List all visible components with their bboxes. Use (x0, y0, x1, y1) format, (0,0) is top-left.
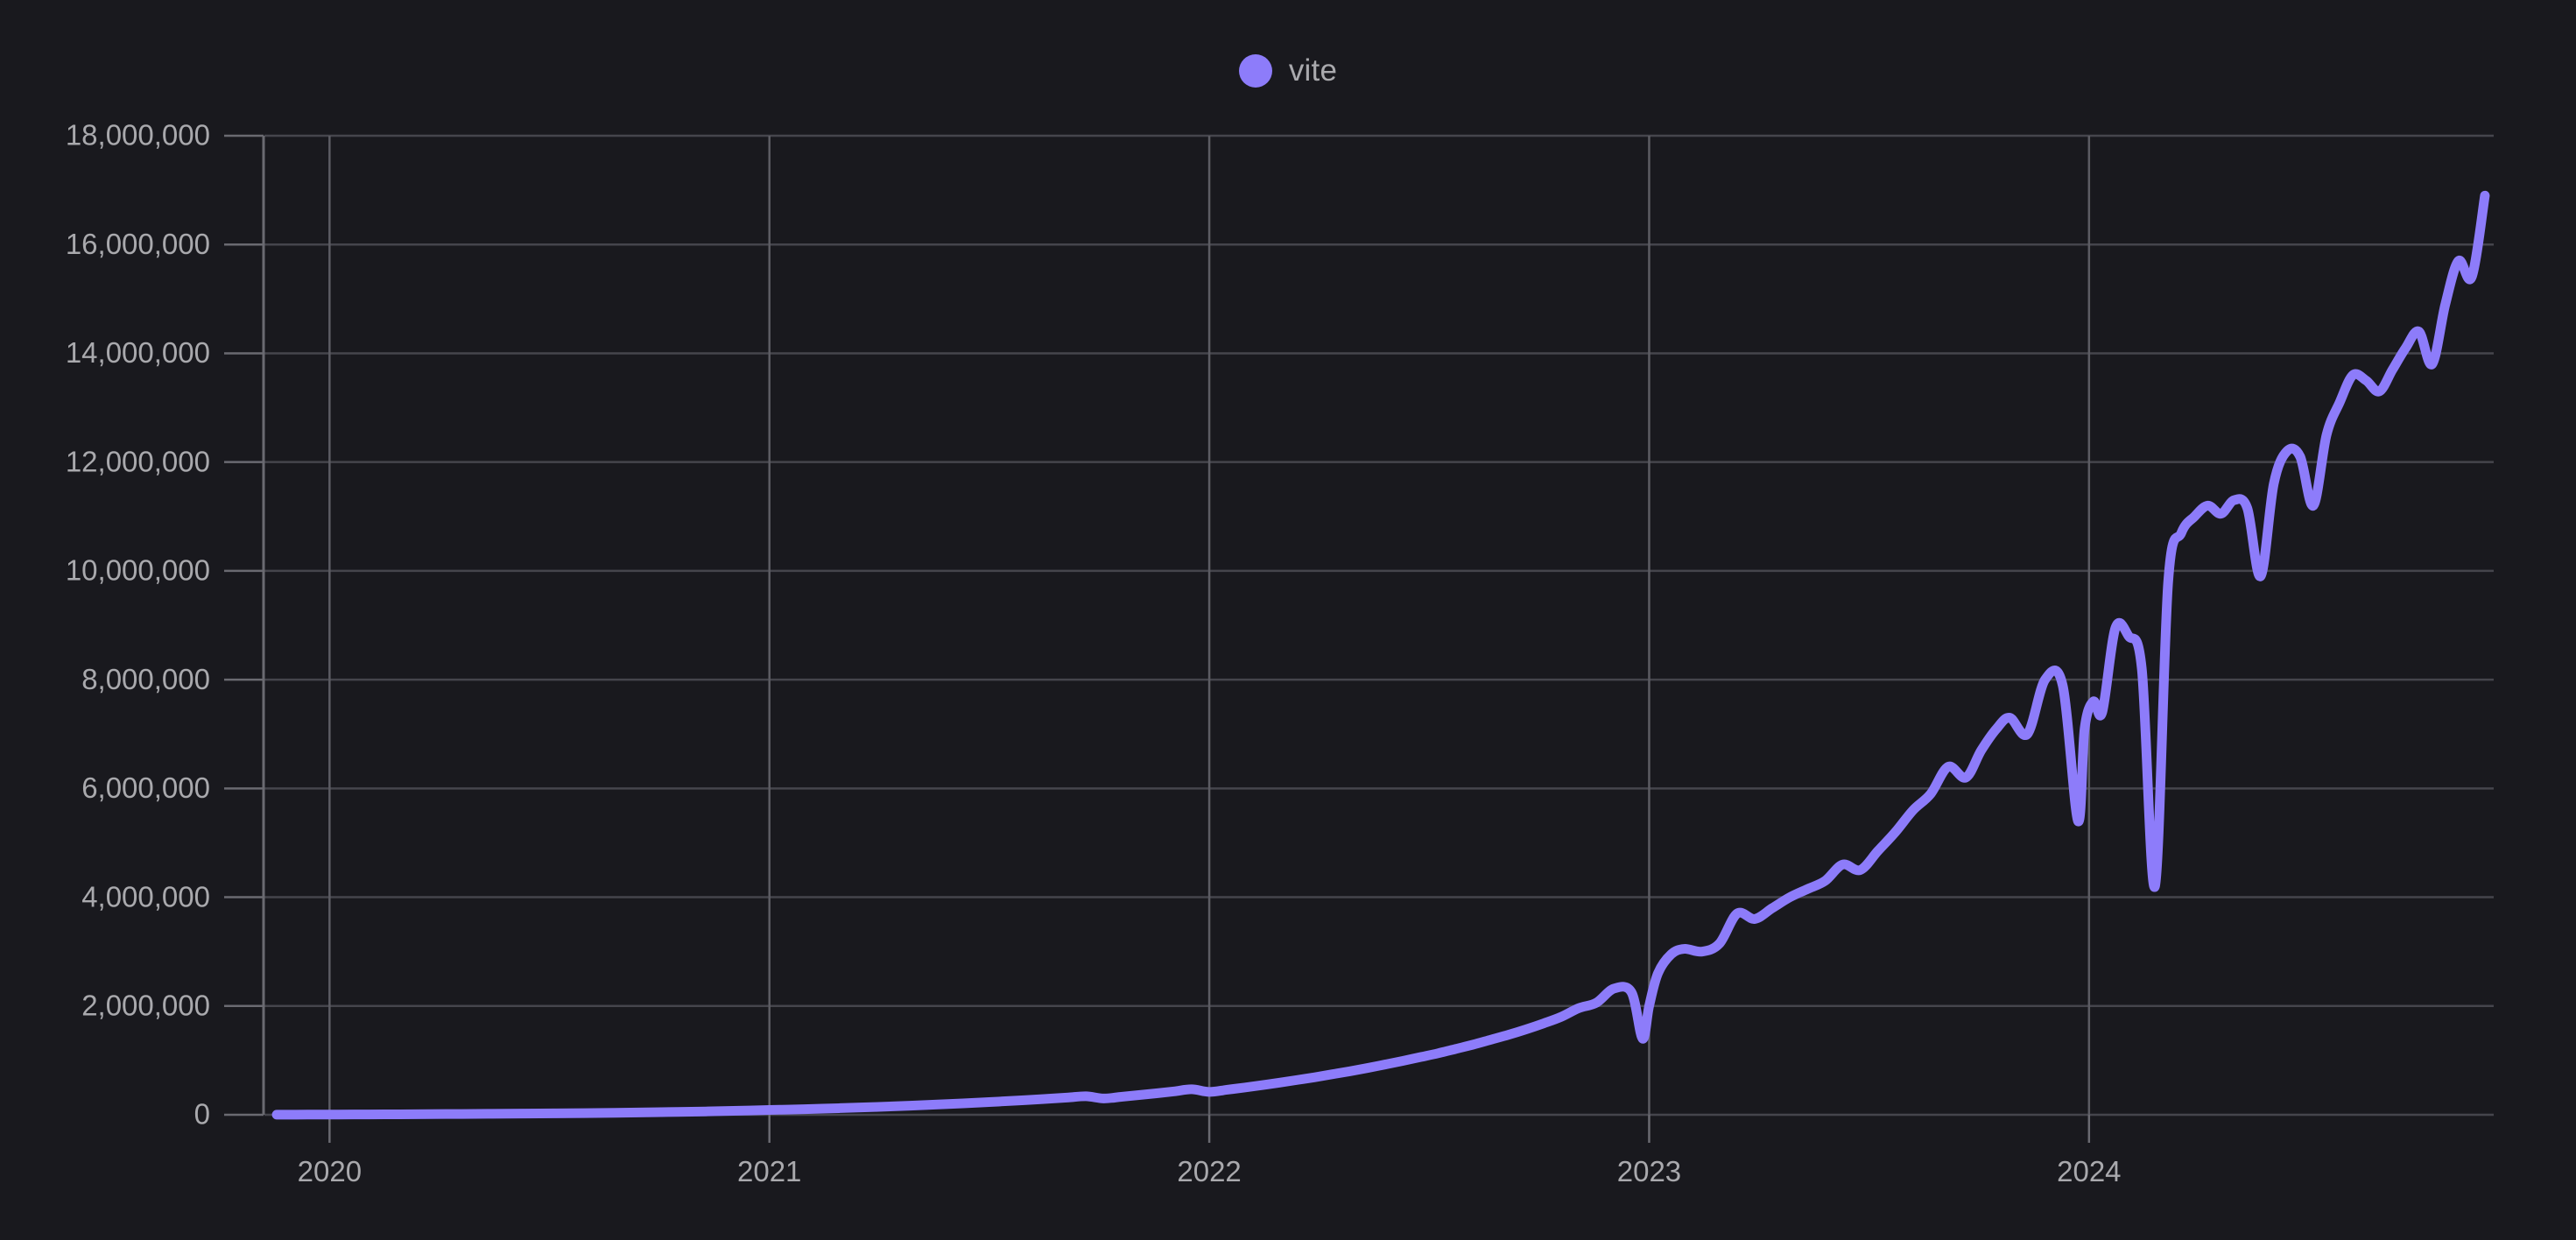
y-axis-tick-label: 4,000,000 (81, 880, 210, 912)
vertical-gridlines (328, 136, 2091, 1115)
legend-item-vite[interactable]: vite (1238, 53, 1338, 88)
x-axis-tick-label: 2024 (2057, 1155, 2121, 1187)
legend-marker-icon (1238, 54, 1272, 88)
x-axis-tick-label: 2020 (298, 1155, 362, 1187)
y-axis-tick-label: 0 (194, 1098, 210, 1131)
x-axis-tick-label: 2022 (1177, 1155, 1241, 1187)
y-axis-tick-label: 8,000,000 (81, 663, 210, 695)
y-axis-tick-label: 12,000,000 (66, 445, 210, 477)
horizontal-gridlines (264, 134, 2494, 1117)
x-axis-tick-marks (328, 1115, 2091, 1143)
y-axis-tick-label: 16,000,000 (66, 228, 210, 260)
y-axis-tick-label: 6,000,000 (81, 771, 210, 804)
x-axis-tick-labels: 2020 2021 2022 2023 2024 (298, 1155, 2122, 1187)
y-axis-tick-marks (224, 134, 264, 1117)
chart-legend: vite (0, 54, 2576, 88)
x-axis-tick-label: 2021 (737, 1155, 801, 1187)
y-axis-tick-label: 10,000,000 (66, 554, 210, 587)
y-axis-tick-label: 14,000,000 (66, 336, 210, 369)
legend-label: vite (1288, 53, 1338, 88)
y-axis-tick-labels: 18,000,000 16,000,000 14,000,000 12,000,000… (66, 119, 210, 1131)
y-axis-tick-label: 18,000,000 (66, 119, 210, 151)
series-line-vite (271, 190, 2490, 1120)
y-axis-tick-label: 2,000,000 (81, 989, 210, 1021)
x-axis-tick-label: 2023 (1617, 1155, 1681, 1187)
